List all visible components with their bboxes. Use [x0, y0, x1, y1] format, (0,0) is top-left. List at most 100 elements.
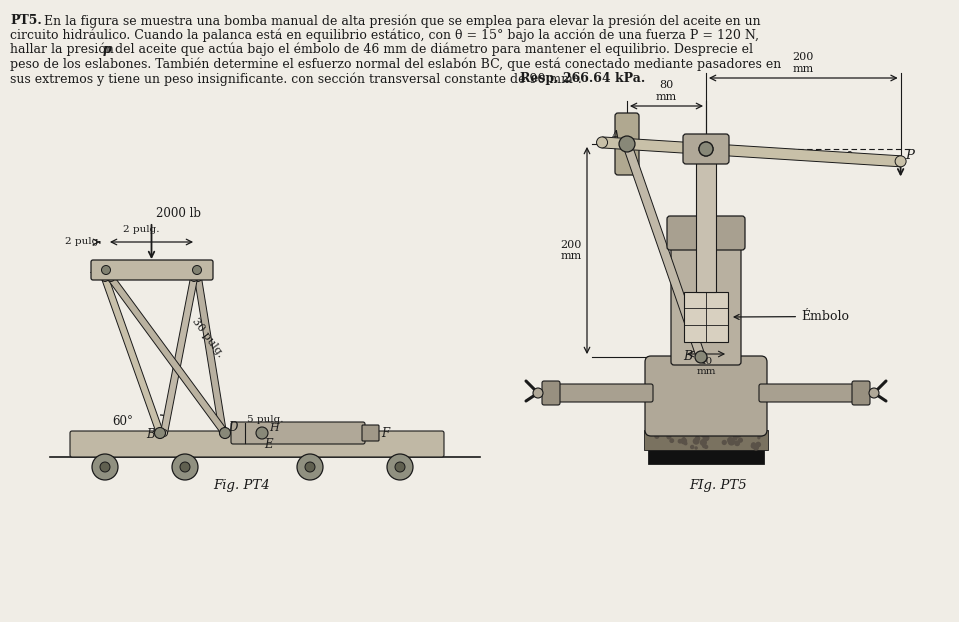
Text: B: B: [146, 428, 154, 441]
Text: A: A: [611, 130, 620, 143]
Polygon shape: [622, 142, 705, 358]
Circle shape: [193, 266, 201, 274]
Circle shape: [736, 432, 741, 438]
Circle shape: [533, 388, 543, 398]
Circle shape: [256, 427, 268, 439]
Circle shape: [695, 351, 707, 363]
Circle shape: [733, 435, 737, 440]
FancyBboxPatch shape: [667, 216, 745, 250]
FancyBboxPatch shape: [542, 381, 560, 405]
Circle shape: [751, 442, 756, 447]
FancyBboxPatch shape: [696, 161, 716, 292]
Circle shape: [622, 139, 631, 149]
Text: 2000 lb: 2000 lb: [155, 207, 200, 220]
Circle shape: [395, 462, 405, 472]
FancyBboxPatch shape: [759, 384, 858, 402]
Circle shape: [220, 427, 230, 439]
Circle shape: [756, 442, 761, 447]
Circle shape: [729, 430, 735, 436]
Circle shape: [387, 454, 413, 480]
Circle shape: [694, 435, 700, 441]
Text: B: B: [683, 350, 692, 363]
Circle shape: [667, 434, 671, 439]
Circle shape: [669, 439, 674, 443]
Text: H: H: [269, 423, 279, 433]
Polygon shape: [195, 277, 226, 434]
Text: 80
mm: 80 mm: [656, 80, 677, 102]
Circle shape: [694, 446, 698, 450]
Text: 2 pulg.: 2 pulg.: [123, 225, 159, 234]
Polygon shape: [160, 277, 198, 434]
Text: C: C: [201, 265, 210, 278]
Circle shape: [92, 454, 118, 480]
FancyBboxPatch shape: [70, 431, 444, 457]
Circle shape: [678, 439, 683, 443]
Text: FIg. PT5: FIg. PT5: [690, 479, 747, 492]
FancyBboxPatch shape: [648, 450, 764, 464]
Circle shape: [701, 434, 705, 437]
Text: En la figura se muestra una bomba manual de alta presión que se emplea para elev: En la figura se muestra una bomba manual…: [40, 14, 760, 27]
Text: θ: θ: [846, 151, 854, 164]
Text: PT5.: PT5.: [10, 14, 42, 27]
Circle shape: [195, 274, 201, 282]
Text: p: p: [103, 43, 112, 56]
FancyBboxPatch shape: [683, 134, 729, 164]
Circle shape: [180, 462, 190, 472]
Circle shape: [100, 462, 110, 472]
FancyBboxPatch shape: [554, 384, 653, 402]
FancyBboxPatch shape: [231, 422, 365, 444]
FancyBboxPatch shape: [91, 260, 213, 280]
Circle shape: [107, 274, 114, 282]
Circle shape: [702, 443, 707, 448]
Circle shape: [681, 438, 688, 444]
Circle shape: [156, 430, 163, 437]
Circle shape: [305, 462, 315, 472]
Circle shape: [703, 434, 710, 442]
Polygon shape: [601, 137, 901, 167]
Text: circuito hidráulico. Cuando la palanca está en equilibrio estático, con θ = 15° : circuito hidráulico. Cuando la palanca e…: [10, 29, 759, 42]
Circle shape: [102, 266, 110, 274]
Text: 5 pulg.: 5 pulg.: [247, 415, 284, 424]
Circle shape: [700, 439, 707, 446]
Text: Resp. 266.64 kPa.: Resp. 266.64 kPa.: [520, 72, 645, 85]
Circle shape: [172, 454, 198, 480]
Polygon shape: [108, 276, 228, 435]
Circle shape: [727, 437, 734, 443]
Circle shape: [297, 454, 323, 480]
Circle shape: [684, 442, 688, 445]
Circle shape: [895, 156, 906, 167]
Circle shape: [869, 388, 879, 398]
Text: 40
mm: 40 mm: [696, 357, 715, 376]
Polygon shape: [102, 277, 163, 434]
Text: 30 pulg.: 30 pulg.: [190, 316, 225, 359]
Circle shape: [690, 445, 694, 449]
Text: Émbolo: Émbolo: [735, 310, 849, 323]
Circle shape: [596, 137, 608, 148]
Circle shape: [654, 434, 660, 439]
Text: 200
mm: 200 mm: [561, 239, 582, 261]
Circle shape: [619, 136, 635, 152]
Circle shape: [758, 436, 760, 439]
Circle shape: [757, 430, 763, 437]
Circle shape: [692, 438, 699, 445]
Circle shape: [102, 274, 108, 282]
Circle shape: [160, 430, 168, 437]
Circle shape: [721, 440, 727, 445]
Text: C: C: [715, 135, 725, 148]
Text: A: A: [91, 263, 100, 276]
Circle shape: [682, 437, 686, 441]
Text: Fig. PT4: Fig. PT4: [214, 479, 270, 492]
Circle shape: [154, 427, 166, 439]
Text: 2 pulg.: 2 pulg.: [65, 236, 102, 246]
Circle shape: [737, 437, 743, 443]
Text: 200
mm: 200 mm: [793, 52, 814, 74]
Text: del aceite que actúa bajo el émbolo de 46 mm de diámetro para mantener el equili: del aceite que actúa bajo el émbolo de 4…: [111, 43, 753, 57]
Text: 60°: 60°: [112, 415, 133, 428]
Text: hallar la presión: hallar la presión: [10, 43, 118, 57]
FancyBboxPatch shape: [684, 292, 728, 342]
Text: E: E: [264, 438, 272, 451]
Circle shape: [222, 430, 228, 437]
Circle shape: [220, 430, 226, 437]
Circle shape: [699, 142, 713, 156]
FancyBboxPatch shape: [362, 425, 379, 441]
